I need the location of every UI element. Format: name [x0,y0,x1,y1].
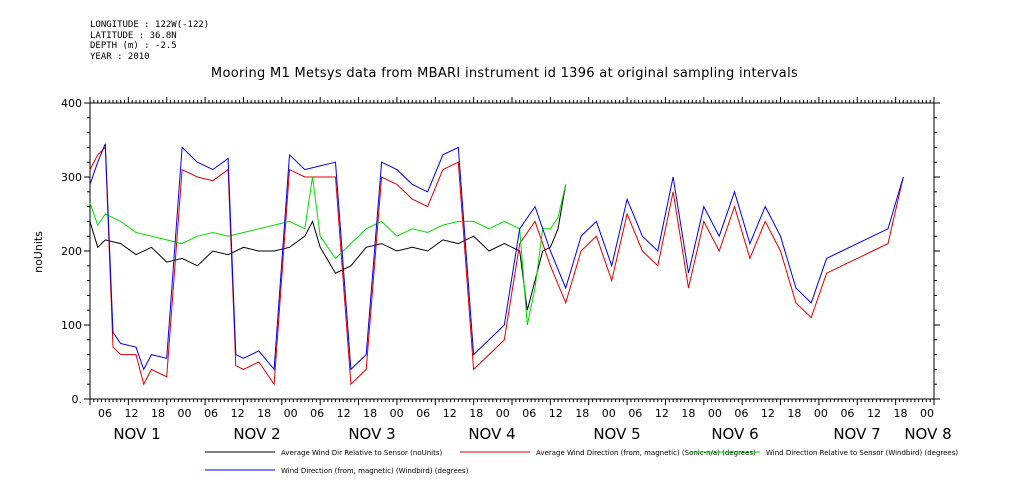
series-line-2 [89,146,904,386]
x-tick-label: 00 [708,407,722,420]
x-tick-label: 06 [98,407,112,420]
series-lines [89,143,904,386]
x-tick-label: 06 [204,407,218,420]
x-tick-label: 18 [575,407,589,420]
x-tick-label: 18 [257,407,271,420]
x-day-label: NOV 2 [233,425,280,443]
metadata-block: LONGITUDE : 122W(-122) LATITUDE : 36.8N … [90,20,209,62]
x-tick-label: 12 [231,407,245,420]
x-day-label: NOV 3 [348,425,395,443]
y-tick-label: 200 [61,245,82,258]
x-tick-label: 18 [151,407,165,420]
x-tick-label: 00 [920,407,934,420]
y-tick-label: 300 [61,171,82,184]
y-tick-label: 400 [61,97,82,110]
legend: Average Wind Dir Relative to Sensor (noU… [205,449,958,475]
x-tick-label: 06 [840,407,854,420]
x-day-label: NOV 4 [468,425,515,443]
y-axis-label: noUnits [32,231,45,273]
x-tick-label: 12 [125,407,139,420]
series-line-4 [89,143,904,371]
series-line-1 [89,184,567,311]
axis-ticks [84,97,940,405]
x-tick-label: 06 [734,407,748,420]
year-label: YEAR : 2010 [90,51,150,62]
x-day-label: NOV 6 [711,425,758,443]
x-tick-label: 12 [867,407,881,420]
x-tick-label: 18 [469,407,483,420]
x-tick-label: 12 [761,407,775,420]
x-tick-label: 06 [522,407,536,420]
x-tick-label: 12 [655,407,669,420]
x-tick-label: 18 [893,407,907,420]
legend-label: Average Wind Direction (from, magnetic) … [536,449,756,457]
x-tick-label: 18 [787,407,801,420]
x-tick-label: 06 [416,407,430,420]
depth-label: DEPTH (m) : -2.5 [90,41,177,51]
x-tick-label: 00 [814,407,828,420]
x-tick-label: 00 [390,407,404,420]
y-tick-label: 100 [61,319,82,332]
x-tick-label: 06 [310,407,324,420]
x-tick-label: 12 [443,407,457,420]
x-tick-label: 12 [337,407,351,420]
x-tick-label: 12 [549,407,563,420]
chart-title: Mooring M1 Metsys data from MBARI instru… [210,66,799,81]
latitude-label: LATITUDE : 36.8N [90,30,177,41]
legend-label: Wind Direction (from, magnetic) (Windbir… [281,467,469,475]
x-day-label: NOV 7 [833,425,880,443]
x-tick-label: 06 [628,407,642,420]
x-tick-label: 00 [602,407,616,420]
x-day-label: NOV 5 [593,425,640,443]
plot-frame [89,102,935,400]
x-tick-label: 00 [178,407,192,420]
x-tick-label: 18 [681,407,695,420]
x-day-label: NOV 1 [113,425,160,443]
x-tick-label: 00 [284,407,298,420]
series-line-3 [89,176,567,326]
legend-label: Wind Direction Relative to Sensor (Windb… [766,449,958,457]
longitude-label: LONGITUDE : 122W(-122) [90,20,210,30]
x-tick-label: 00 [496,407,510,420]
y-tick-label: 0. [72,393,83,406]
plot-border [89,102,935,400]
x-day-label: NOV 8 [904,425,951,443]
x-tick-label: 18 [363,407,377,420]
legend-label: Average Wind Dir Relative to Sensor (noU… [281,449,442,457]
axis-labels: 0. 100 200 300 400 06 12 18 00 06 12 18 00 06 12 18 00 06… [61,97,952,443]
